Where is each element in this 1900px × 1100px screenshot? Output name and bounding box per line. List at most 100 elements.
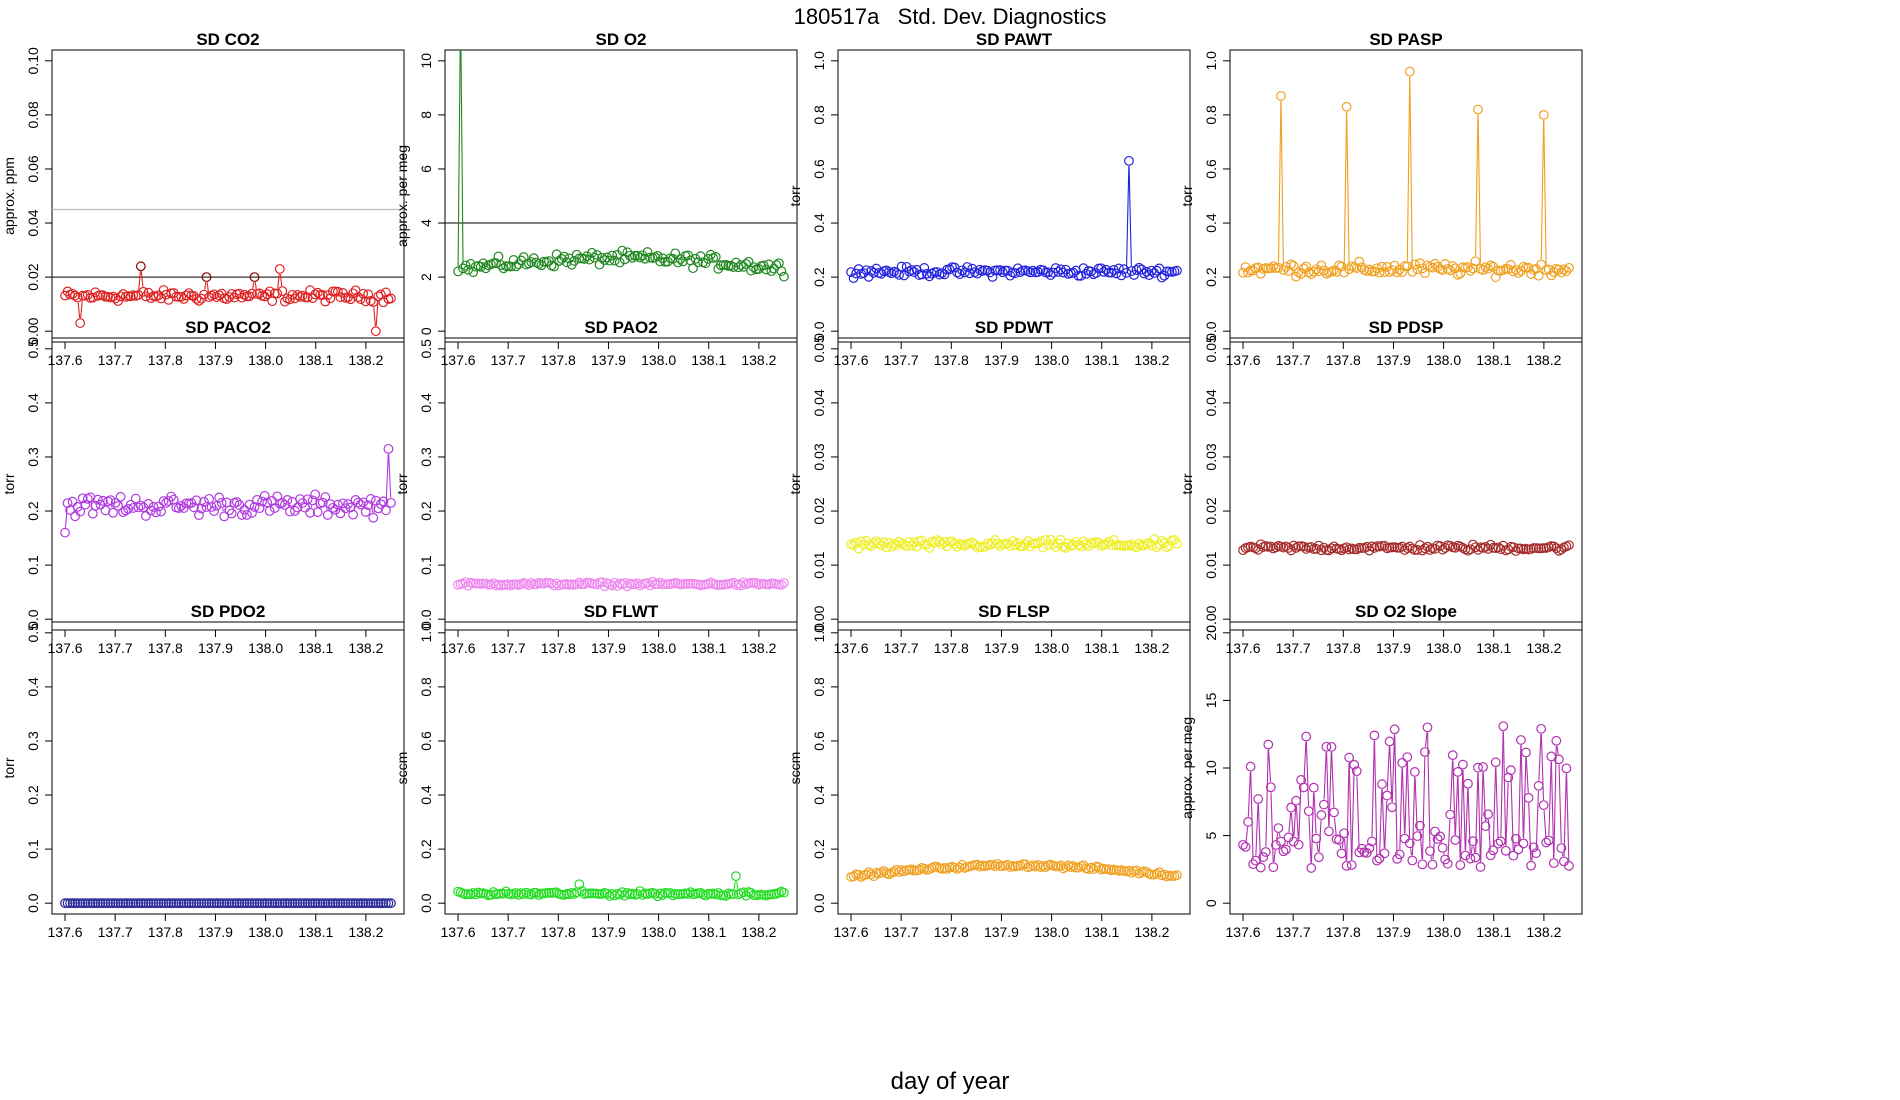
y-tick-label: 0.5 bbox=[25, 623, 41, 643]
data-point bbox=[1344, 264, 1355, 275]
data-point bbox=[257, 898, 268, 909]
series-segment bbox=[64, 508, 68, 528]
y-tick-label: 0.2 bbox=[25, 785, 41, 805]
data-point bbox=[635, 252, 645, 263]
data-point bbox=[911, 541, 922, 552]
series-segment bbox=[1280, 101, 1284, 265]
series-segment bbox=[1394, 734, 1398, 854]
data-point bbox=[1369, 730, 1380, 741]
data-point bbox=[386, 898, 396, 909]
series-segment bbox=[1409, 76, 1413, 267]
data-point bbox=[166, 898, 177, 909]
data-point bbox=[90, 898, 101, 909]
data-point bbox=[715, 890, 726, 901]
x-tick-label: 138.2 bbox=[348, 640, 383, 656]
series-segment bbox=[1487, 819, 1491, 851]
data-point bbox=[1409, 259, 1420, 270]
data-point bbox=[602, 888, 613, 899]
data-point bbox=[884, 869, 894, 880]
data-point bbox=[1480, 541, 1491, 552]
data-point bbox=[738, 261, 749, 272]
data-point bbox=[700, 890, 711, 901]
x-tick-label: 138.1 bbox=[691, 640, 726, 656]
data-point bbox=[1351, 544, 1362, 555]
y-tick-label: 0 bbox=[1203, 899, 1219, 907]
data-point bbox=[211, 500, 222, 511]
data-point bbox=[556, 254, 567, 264]
data-point bbox=[1108, 535, 1119, 545]
x-tick-label: 138.2 bbox=[348, 352, 383, 368]
data-point bbox=[95, 290, 106, 301]
data-point bbox=[1308, 782, 1319, 793]
data-point bbox=[1485, 850, 1496, 861]
data-point bbox=[607, 580, 618, 591]
data-point bbox=[176, 291, 187, 302]
data-point bbox=[386, 293, 396, 304]
y-tick-label: 0.3 bbox=[25, 731, 41, 751]
data-point bbox=[642, 247, 653, 257]
x-tick-label: 137.8 bbox=[541, 640, 576, 656]
plot-title: SD PAO2 bbox=[584, 318, 657, 337]
x-tick-label: 138.1 bbox=[1084, 640, 1119, 656]
data-point bbox=[368, 898, 379, 909]
data-point bbox=[992, 858, 1003, 869]
series-segment bbox=[1379, 789, 1383, 854]
series-segment bbox=[1247, 771, 1251, 817]
data-point bbox=[904, 266, 915, 277]
data-point bbox=[161, 289, 171, 300]
chart-panel-4: SD PASP torr 137.6 137.7 137.8 137.9 138.0 138.… bbox=[1179, 30, 1583, 368]
x-tick-label: 137.6 bbox=[48, 924, 83, 940]
series-segment bbox=[1339, 844, 1342, 849]
y-tick-label: 0.00 bbox=[1203, 605, 1219, 632]
data-point bbox=[1437, 842, 1448, 853]
data-point bbox=[468, 887, 479, 898]
data-point bbox=[1288, 836, 1299, 847]
data-point bbox=[143, 498, 154, 509]
data-point bbox=[675, 254, 686, 264]
data-point bbox=[338, 498, 348, 509]
data-point bbox=[1076, 541, 1086, 552]
data-point bbox=[1334, 834, 1344, 845]
x-tick-label: 138.0 bbox=[641, 640, 676, 656]
series-segment bbox=[1399, 768, 1403, 850]
data-point bbox=[375, 898, 386, 909]
data-point bbox=[675, 889, 686, 899]
data-point bbox=[891, 540, 902, 550]
data-point bbox=[181, 898, 192, 909]
data-point bbox=[873, 538, 884, 549]
data-point bbox=[67, 288, 78, 299]
data-layer bbox=[1238, 721, 1574, 873]
data-point bbox=[1346, 860, 1357, 870]
plot-frame bbox=[837, 49, 1191, 343]
series-segment bbox=[1125, 166, 1130, 268]
x-tick-label: 137.7 bbox=[884, 352, 919, 368]
data-point bbox=[1412, 264, 1423, 275]
data-point bbox=[546, 578, 557, 589]
data-point bbox=[1399, 833, 1410, 844]
data-point bbox=[249, 898, 260, 909]
data-point bbox=[1445, 540, 1456, 551]
data-point bbox=[861, 869, 872, 880]
data-point bbox=[496, 260, 506, 271]
y-tick-label: 0.05 bbox=[811, 335, 827, 362]
data-point bbox=[302, 898, 313, 909]
data-point bbox=[1318, 542, 1329, 553]
y-tick-label: 0.00 bbox=[811, 605, 827, 632]
series-segment bbox=[1277, 101, 1282, 263]
data-point bbox=[60, 527, 70, 538]
data-point bbox=[1253, 794, 1264, 804]
plot-title: SD PDO2 bbox=[191, 602, 266, 621]
data-point bbox=[345, 898, 356, 909]
data-point bbox=[632, 578, 643, 589]
data-point bbox=[921, 539, 932, 550]
data-point bbox=[80, 499, 91, 510]
data-point bbox=[1063, 538, 1074, 549]
data-point bbox=[158, 898, 169, 909]
data-point bbox=[584, 254, 595, 265]
data-point bbox=[1551, 735, 1562, 746]
data-point bbox=[969, 267, 980, 278]
x-tick-label: 137.9 bbox=[198, 640, 233, 656]
data-point bbox=[599, 581, 610, 592]
data-point bbox=[87, 898, 98, 909]
data-point bbox=[194, 295, 204, 306]
